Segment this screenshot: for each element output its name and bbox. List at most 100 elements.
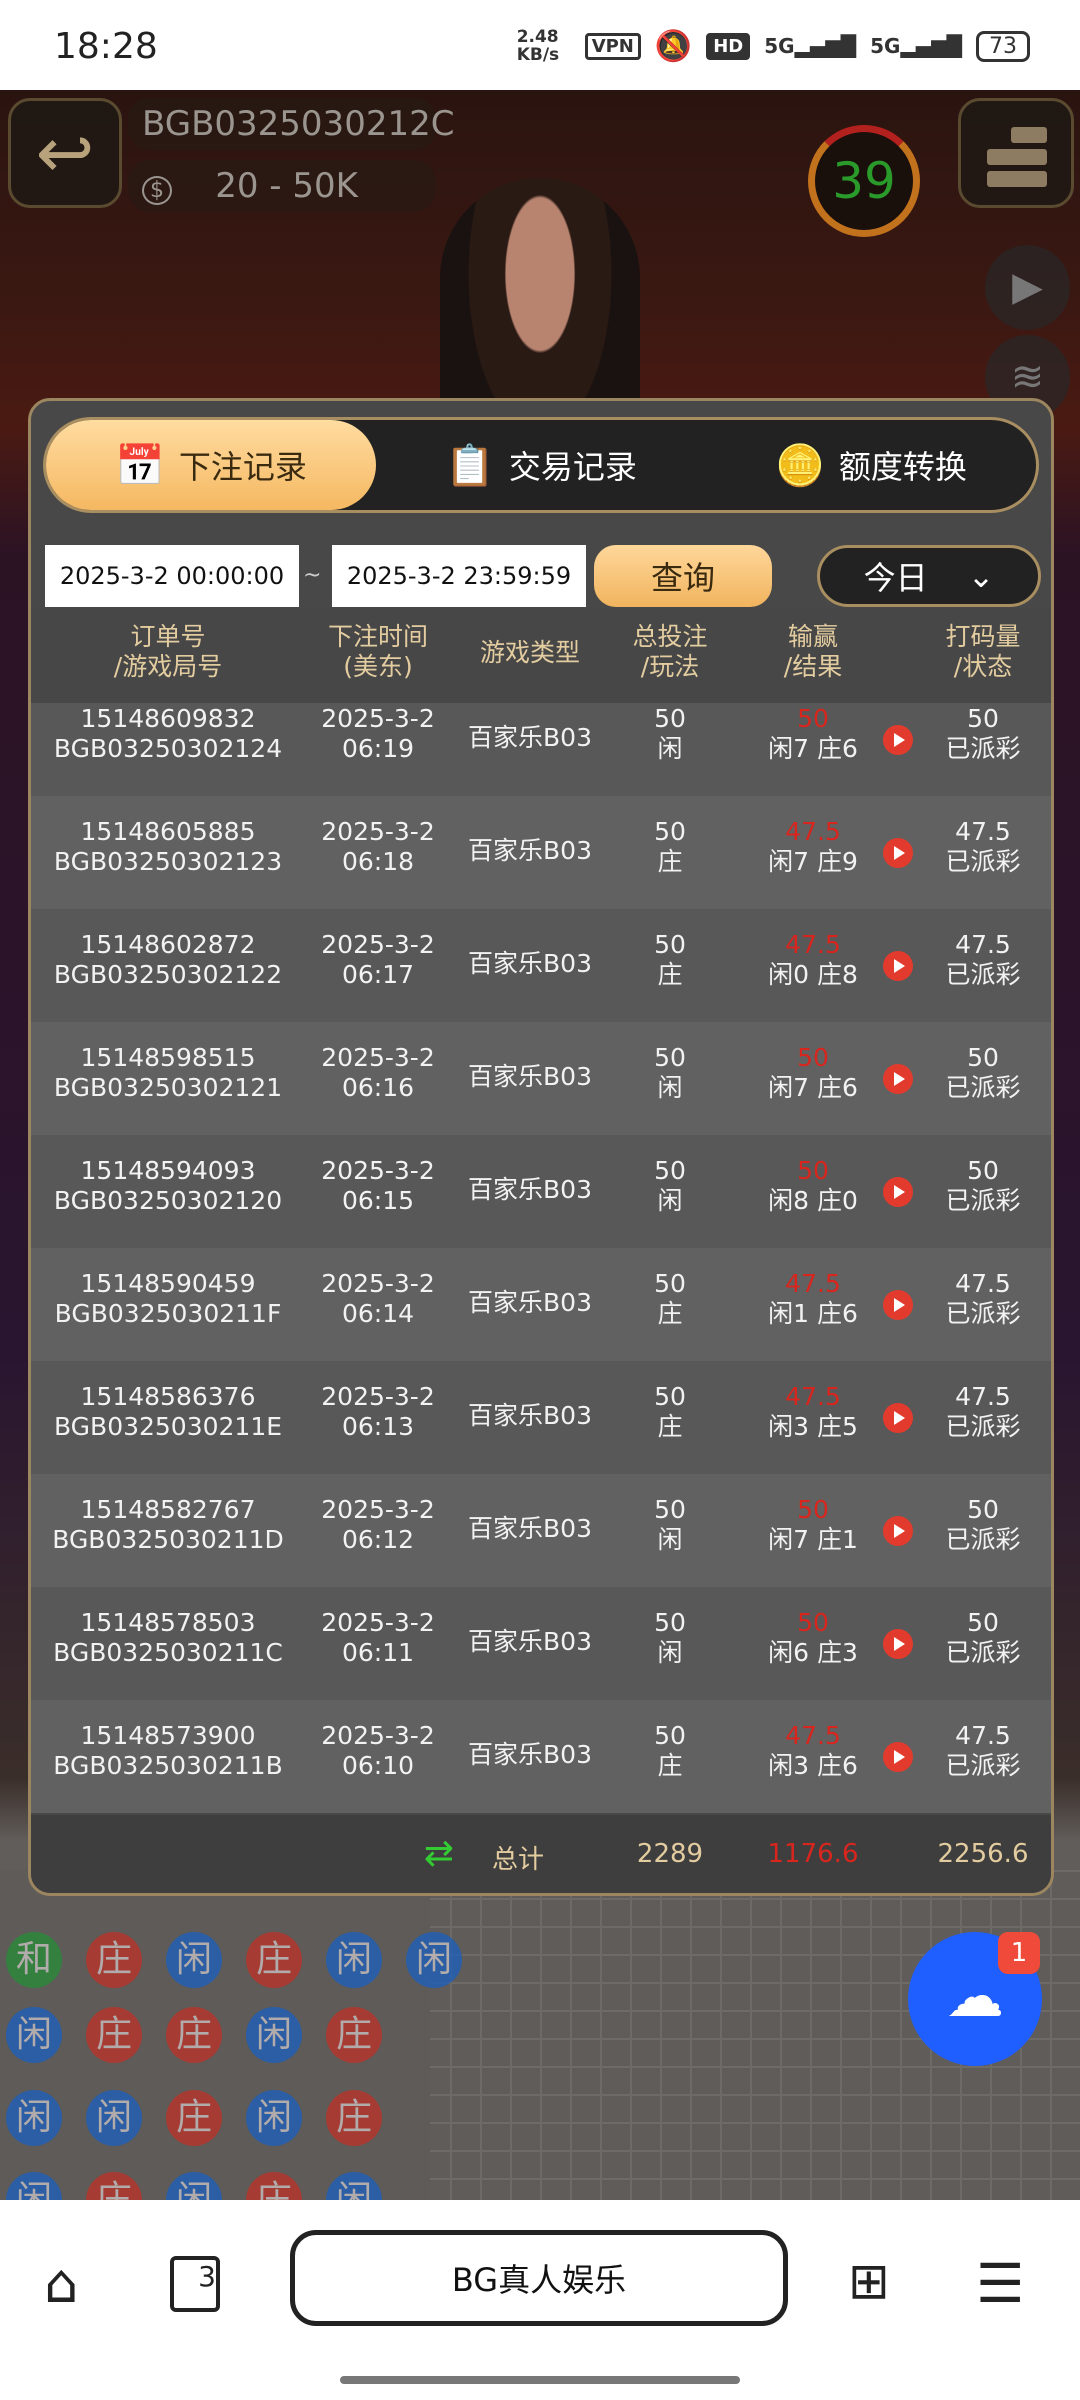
home-indicator	[340, 2376, 740, 2384]
range-dropdown[interactable]: 今日 ⌄	[817, 545, 1041, 607]
result-cell-1: 50	[797, 1043, 829, 1072]
game-type: 百家乐B03	[468, 723, 592, 752]
game-type: 百家乐B03	[468, 1627, 592, 1656]
bet-cell: 50 闲	[654, 704, 686, 764]
status-cell: 47.5 已派彩	[945, 930, 1020, 990]
tab-label: 交易记录	[508, 448, 637, 486]
bet-cell-2: 闲	[657, 1525, 683, 1554]
tabs-button[interactable]: 3	[170, 2256, 220, 2312]
table-row[interactable]: 15148573900 BGB0325030211B 2025-3-2 06:10 百家…	[31, 1700, 1051, 1813]
bead: 庄	[86, 1932, 142, 1988]
refresh-icon[interactable]: ⇄	[423, 1833, 455, 1874]
status-cell-2: 已派彩	[945, 1638, 1021, 1667]
bet-cell-2: 闲	[657, 1073, 683, 1102]
menu-button[interactable]	[958, 98, 1074, 208]
time-cell: 2025-3-2 06:19	[321, 704, 434, 764]
chevron-down-icon: ⌄	[967, 557, 995, 595]
bet-cell-1: 50	[654, 930, 686, 959]
status-cell-1: 47.5	[955, 817, 1011, 846]
order-cell-1: 15148605885	[80, 817, 256, 846]
replay-icon[interactable]	[883, 951, 913, 981]
table-id: BGB0325030212C	[128, 98, 454, 150]
time-cell-1: 2025-3-2	[321, 1156, 435, 1185]
order-cell: 15148602872 BGB03250302122	[54, 930, 282, 990]
start-date-input[interactable]: 2025-3-2 00:00:00	[45, 545, 299, 607]
bead: 庄	[326, 2007, 382, 2063]
bet-cell-1: 50	[654, 1721, 686, 1750]
total-winloss: 1176.6	[767, 1839, 859, 1869]
home-icon[interactable]: ⌂	[44, 2252, 79, 2315]
status-cell-1: 47.5	[955, 1721, 1011, 1750]
replay-icon[interactable]	[883, 838, 913, 868]
menu-lines-icon[interactable]: ☰	[976, 2252, 1025, 2315]
replay-icon[interactable]	[883, 725, 913, 755]
address-bar[interactable]: BG真人娱乐	[290, 2230, 788, 2326]
time-cell-1: 2025-3-2	[321, 817, 435, 846]
replay-icon[interactable]	[883, 1403, 913, 1433]
replay-icon[interactable]	[883, 1629, 913, 1659]
cloud-upload-icon: ☁	[946, 1962, 1004, 2030]
page-title: BG真人娱乐	[451, 2261, 627, 2299]
vpn-icon: VPN	[584, 32, 641, 60]
table-row[interactable]: 15148594093 BGB03250302120 2025-3-2 06:15 百家…	[31, 1135, 1051, 1248]
tab-credit-transfer[interactable]: 🪙 额度转换	[706, 420, 1036, 510]
order-cell: 15148609832 BGB03250302124	[54, 704, 282, 764]
header-line2: /结果	[783, 652, 843, 681]
result-cell-2: 闲3 庄5	[768, 1412, 858, 1441]
apps-grid-icon[interactable]: ⊞	[848, 2252, 890, 2310]
time-cell: 2025-3-2 06:11	[321, 1608, 434, 1668]
table-row[interactable]: 15148590459 BGB0325030211F 2025-3-2 06:14 百家…	[31, 1248, 1051, 1361]
result-cell: 47.5 闲1 庄6	[768, 1269, 858, 1329]
table-row[interactable]: 15148586376 BGB0325030211E 2025-3-2 06:13 百家…	[31, 1361, 1051, 1474]
end-date-input[interactable]: 2025-3-2 23:59:59	[332, 545, 586, 607]
tab-label: 额度转换	[838, 448, 967, 486]
tab-transaction-records[interactable]: 📋 交易记录	[376, 420, 706, 510]
replay-icon[interactable]	[883, 1064, 913, 1094]
game-type: 百家乐B03	[468, 1175, 592, 1204]
bet-cell-1: 50	[654, 1608, 686, 1637]
column-header: 下注时间 (美东)	[328, 622, 428, 682]
total-valid: 2256.6	[937, 1839, 1029, 1869]
time-cell-2: 06:14	[341, 1299, 415, 1328]
status-cell-1: 50	[967, 1156, 999, 1185]
table-row[interactable]: 15148605885 BGB03250302123 2025-3-2 06:18 百家…	[31, 796, 1051, 909]
browser-nav-bar: ⌂ 3 BG真人娱乐 ⊞ ☰	[0, 2200, 1080, 2400]
replay-icon[interactable]	[883, 1742, 913, 1772]
time-cell-1: 2025-3-2	[321, 1382, 435, 1411]
time-cell-2: 06:11	[341, 1638, 415, 1667]
status-cell-1: 50	[967, 1495, 999, 1524]
order-cell-1: 15148590459	[80, 1269, 256, 1298]
date-separator: ~	[303, 563, 322, 588]
time-cell-2: 06:19	[341, 734, 415, 763]
bet-cell: 50 庄	[654, 930, 686, 990]
replay-icon[interactable]	[883, 1516, 913, 1546]
result-cell-2: 闲7 庄6	[768, 734, 858, 763]
table-row[interactable]: 15148602872 BGB03250302122 2025-3-2 06:17 百家…	[31, 909, 1051, 1022]
query-button[interactable]: 查询	[594, 545, 772, 607]
result-cell-1: 50	[797, 704, 829, 733]
bet-cell-2: 庄	[657, 1751, 683, 1780]
play-video-button[interactable]: ▶	[985, 245, 1070, 330]
status-cell: 47.5 已派彩	[945, 1269, 1020, 1329]
clipboard-icon: 📋	[445, 442, 495, 489]
result-cell: 47.5 闲7 庄9	[768, 817, 858, 877]
table-row[interactable]: 15148609832 BGB03250302124 2025-3-2 06:19 百家…	[31, 703, 1051, 796]
bet-cell-2: 闲	[657, 734, 683, 763]
replay-icon[interactable]	[883, 1290, 913, 1320]
time-cell: 2025-3-2 06:16	[321, 1043, 434, 1103]
back-button[interactable]: ↩	[8, 98, 122, 208]
result-cell: 47.5 闲3 庄5	[768, 1382, 858, 1442]
order-cell-2: BGB0325030211F	[54, 1299, 282, 1328]
records-table[interactable]: 15148609832 BGB03250302124 2025-3-2 06:19 百家…	[31, 703, 1051, 1815]
replay-icon[interactable]	[883, 1177, 913, 1207]
table-row[interactable]: 15148582767 BGB0325030211D 2025-3-2 06:12 百家…	[31, 1474, 1051, 1587]
bead: 闲	[246, 2090, 302, 2146]
time-cell: 2025-3-2 06:13	[321, 1382, 434, 1442]
status-cell-1: 47.5	[955, 930, 1011, 959]
bet-cell-2: 庄	[657, 1299, 683, 1328]
tab-bet-records[interactable]: 📅 下注记录	[46, 420, 376, 510]
table-row[interactable]: 15148598515 BGB03250302121 2025-3-2 06:16 百家…	[31, 1022, 1051, 1135]
result-cell: 50 闲7 庄6	[768, 704, 858, 764]
cloud-upload-button[interactable]: ☁	[908, 1932, 1042, 2066]
table-row[interactable]: 15148578503 BGB0325030211C 2025-3-2 06:11 百家…	[31, 1587, 1051, 1700]
